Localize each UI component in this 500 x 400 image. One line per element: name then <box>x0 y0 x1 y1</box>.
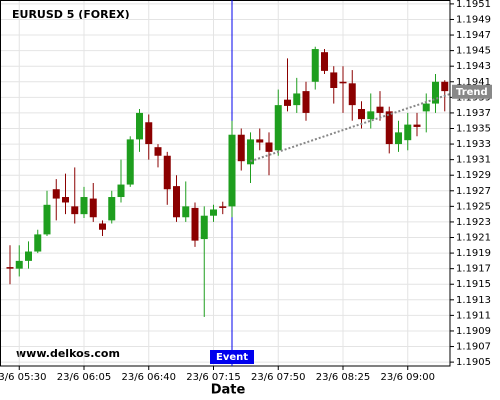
candle-body <box>358 109 365 120</box>
candle-body <box>330 72 338 88</box>
x-tick-label: 23/6 09:00 <box>381 372 435 383</box>
x-tick-label: 23/6 07:50 <box>251 372 305 383</box>
candle-body <box>163 155 171 190</box>
x-tick-label: 23/6 06:05 <box>57 372 111 383</box>
candle-body <box>173 186 180 218</box>
watermark: www.delkos.com <box>16 347 120 360</box>
candle-body <box>15 260 23 269</box>
y-tick-label: 1.1931 <box>456 155 491 166</box>
candle-body <box>367 111 375 120</box>
candle-body <box>422 103 430 112</box>
y-tick-label: 1.1951 <box>456 0 491 10</box>
candle-body <box>395 132 402 145</box>
candle-body <box>228 134 236 207</box>
y-tick-label: 1.1933 <box>456 139 491 150</box>
candle-body <box>284 99 291 106</box>
candle-body <box>25 251 32 261</box>
candle-body <box>256 139 264 143</box>
candle-body <box>219 206 227 208</box>
candle-body <box>265 142 273 152</box>
y-tick-label: 1.1943 <box>456 61 491 72</box>
chart-title: EURUSD 5 (FOREX) <box>12 8 130 21</box>
x-tick-label: 23/6 05:30 <box>0 372 46 383</box>
event-label-box <box>210 350 254 364</box>
candle-body <box>6 267 14 269</box>
candle-body <box>99 223 106 230</box>
candle-body <box>80 197 88 215</box>
event-label: Event <box>216 352 248 363</box>
candle-body <box>154 147 162 156</box>
candle-body <box>71 206 79 215</box>
x-tick-label: 23/6 08:25 <box>316 372 370 383</box>
x-axis-label: Date <box>211 383 246 398</box>
candle-body <box>247 139 254 165</box>
candle-body <box>89 198 97 218</box>
candle-body <box>413 124 421 127</box>
candle-body <box>34 234 42 252</box>
plot-frame <box>0 0 451 367</box>
trend-line <box>250 93 451 163</box>
y-tick-label: 1.1909 <box>456 326 491 337</box>
y-tick-label: 1.1937 <box>456 108 491 119</box>
y-tick-label: 1.1945 <box>456 46 491 57</box>
candle-body <box>200 215 208 240</box>
y-tick-label: 1.1927 <box>456 186 491 197</box>
y-tick-label: 1.1925 <box>456 201 491 212</box>
candle-body <box>108 197 116 221</box>
candle-body <box>62 197 69 203</box>
candle-body <box>311 49 319 82</box>
candle-body <box>136 112 143 140</box>
y-tick-label: 1.1905 <box>456 357 491 368</box>
candle-body <box>210 209 217 216</box>
candle-body <box>191 207 199 241</box>
y-tick-label: 1.1947 <box>456 30 491 41</box>
candle-body <box>302 91 310 113</box>
candle-body <box>52 189 60 199</box>
candle-body <box>182 206 190 218</box>
candle-body <box>376 106 384 113</box>
candle-body <box>348 83 356 106</box>
candle-body <box>43 204 51 235</box>
y-tick-label: 1.1935 <box>456 123 491 134</box>
y-tick-label: 1.1915 <box>456 279 491 290</box>
y-tick-label: 1.1917 <box>456 264 491 275</box>
candle-body <box>145 122 153 145</box>
y-tick-label: 1.1913 <box>456 295 491 306</box>
candle-body <box>126 139 134 185</box>
y-tick-label: 1.1929 <box>456 170 491 181</box>
candle-body <box>385 111 393 145</box>
y-tick-label: 1.1921 <box>456 233 491 244</box>
y-tick-label: 1.1923 <box>456 217 491 228</box>
candle-body <box>404 124 412 141</box>
candle-body <box>321 52 328 71</box>
y-tick-label: 1.1907 <box>456 342 491 353</box>
candle-body <box>432 81 439 104</box>
y-tick-label: 1.1919 <box>456 248 491 259</box>
y-tick-label: 1.1949 <box>456 14 491 25</box>
candle-body <box>237 134 245 162</box>
trend-label-box <box>452 84 492 99</box>
x-tick-label: 23/6 07:15 <box>186 372 240 383</box>
y-tick-label: 1.1941 <box>456 77 491 88</box>
candle-body <box>274 105 282 151</box>
candle-body <box>293 93 301 106</box>
trend-label: Trend <box>456 87 488 98</box>
candle-body <box>339 81 347 84</box>
x-tick-label: 23/6 06:40 <box>122 372 176 383</box>
candle-body <box>441 81 449 92</box>
y-tick-label: 1.1911 <box>456 310 491 321</box>
candle-body <box>117 184 125 198</box>
